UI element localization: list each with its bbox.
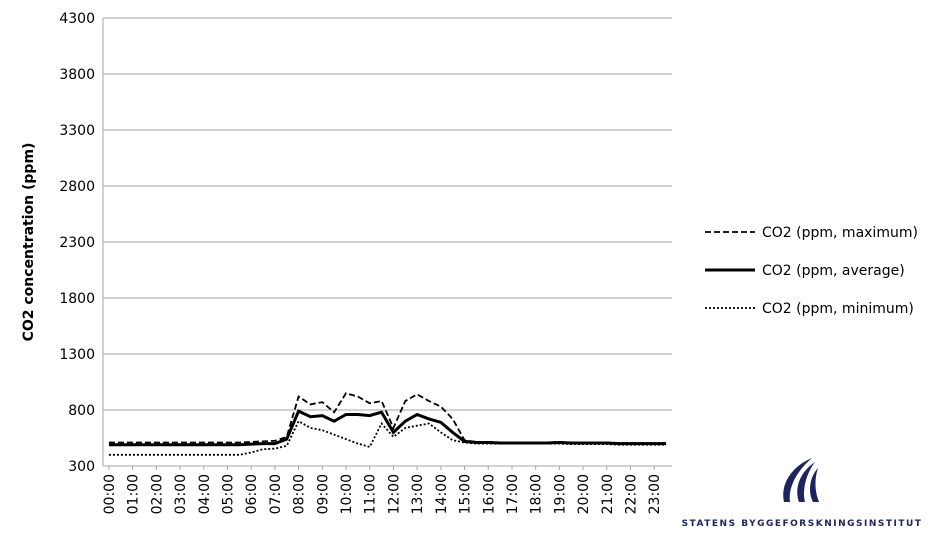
legend-label: CO2 (ppm, minimum) [762, 301, 914, 317]
y-tick-label: 3800 [59, 67, 95, 83]
x-tick-label: 00:00 [102, 474, 118, 514]
x-tick-label: 13:00 [410, 474, 426, 514]
x-tick-label: 15:00 [458, 474, 474, 514]
x-tick-label: 21:00 [600, 474, 616, 514]
x-tick-label: 10:00 [339, 474, 355, 514]
x-tick-label: 23:00 [647, 474, 663, 514]
x-tick-label: 03:00 [173, 474, 189, 514]
y-tick-label: 1800 [59, 291, 95, 307]
x-tick-label: 11:00 [363, 474, 379, 514]
x-tick-label: 09:00 [315, 474, 331, 514]
y-tick-label: 2300 [59, 235, 95, 251]
x-tick-label: 22:00 [624, 474, 640, 514]
series-line [108, 419, 667, 456]
y-axis-label: CO2 concentration (ppm) [21, 143, 37, 342]
y-tick-label: 800 [68, 403, 95, 419]
x-tick-label: 16:00 [481, 474, 497, 514]
series-line [108, 392, 667, 444]
series-line [108, 409, 667, 447]
y-tick-label: 1300 [59, 347, 95, 363]
x-tick-label: 12:00 [386, 474, 402, 514]
x-tick-label: 17:00 [505, 474, 521, 514]
y-tick-label: 3300 [59, 123, 95, 139]
legend-label: CO2 (ppm, average) [762, 263, 905, 279]
y-tick-label: 2800 [59, 179, 95, 195]
x-tick-label: 01:00 [126, 474, 142, 514]
logo-text: STATENS BYGGEFORSKNINGSINSTITUT [682, 519, 923, 529]
x-tick-label: 06:00 [244, 474, 260, 514]
x-tick-label: 18:00 [529, 474, 545, 514]
x-tick-label: 05:00 [220, 474, 236, 514]
x-tick-label: 20:00 [576, 474, 592, 514]
x-tick-label: 14:00 [434, 474, 450, 514]
x-tick-label: 07:00 [268, 474, 284, 514]
logo-icon [783, 458, 819, 502]
x-tick-label: 02:00 [149, 474, 165, 514]
y-tick-label: 300 [68, 459, 95, 475]
y-tick-label: 4300 [59, 11, 95, 27]
legend-label: CO2 (ppm, maximum) [762, 225, 918, 241]
x-tick-label: 08:00 [292, 474, 308, 514]
x-tick-label: 19:00 [552, 474, 568, 514]
x-tick-label: 04:00 [197, 474, 213, 514]
